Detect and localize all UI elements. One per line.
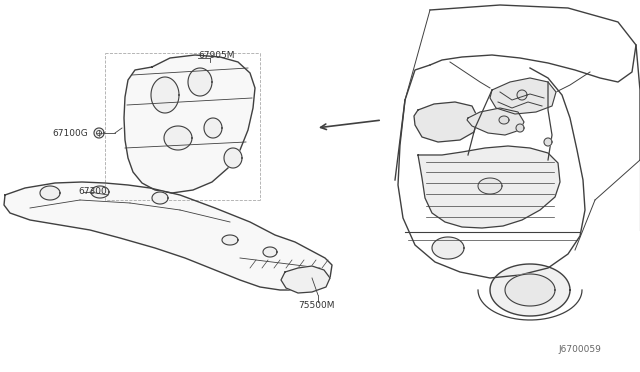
Text: J6700059: J6700059 [558,346,601,355]
Polygon shape [151,77,179,113]
Polygon shape [124,55,255,193]
Polygon shape [490,78,556,114]
Polygon shape [490,264,570,316]
Polygon shape [204,118,222,138]
Text: 67300: 67300 [78,186,107,196]
Polygon shape [517,90,527,100]
Polygon shape [432,237,464,259]
Polygon shape [516,124,524,132]
Polygon shape [414,102,478,142]
Polygon shape [418,146,560,228]
Polygon shape [188,68,212,96]
Polygon shape [467,108,524,135]
Polygon shape [152,192,168,204]
Polygon shape [263,247,277,257]
Polygon shape [91,186,109,198]
Polygon shape [222,235,238,245]
Polygon shape [499,116,509,124]
Polygon shape [224,148,242,168]
Polygon shape [478,178,502,194]
Text: 67100G: 67100G [52,128,88,138]
Polygon shape [505,274,555,306]
Polygon shape [281,266,330,293]
Polygon shape [4,182,332,290]
Polygon shape [94,128,104,138]
Polygon shape [40,186,60,200]
Polygon shape [544,138,552,146]
Text: 67905M: 67905M [198,51,234,60]
Polygon shape [164,126,192,150]
Text: 75500M: 75500M [298,301,335,310]
